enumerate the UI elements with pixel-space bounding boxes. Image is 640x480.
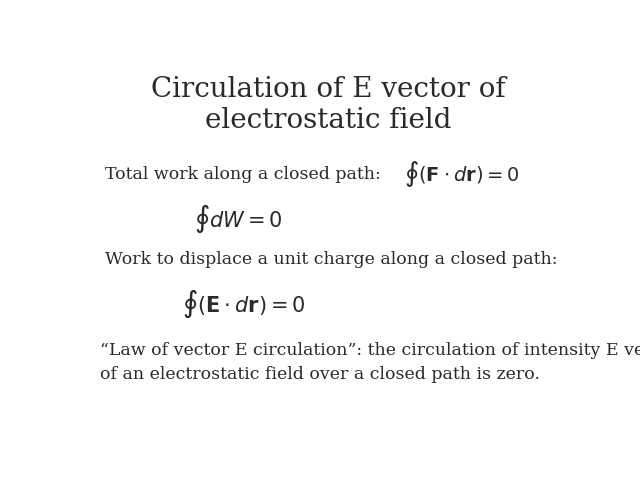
Text: “Law of vector E circulation”: the circulation of intensity E vector
of an elect: “Law of vector E circulation”: the circu… — [100, 342, 640, 384]
Text: $\oint(\mathbf{F} \cdot d\mathbf{r}) = 0$: $\oint(\mathbf{F} \cdot d\mathbf{r}) = 0… — [404, 159, 520, 189]
Text: Circulation of E vector of
electrostatic field: Circulation of E vector of electrostatic… — [150, 76, 506, 134]
Text: $\oint(\mathbf{E} \cdot d\mathbf{r}) = 0$: $\oint(\mathbf{E} \cdot d\mathbf{r}) = 0… — [182, 287, 305, 320]
Text: Total work along a closed path:: Total work along a closed path: — [105, 166, 381, 182]
Text: Work to displace a unit charge along a closed path:: Work to displace a unit charge along a c… — [105, 251, 557, 267]
Text: $\oint dW = 0$: $\oint dW = 0$ — [195, 202, 283, 235]
